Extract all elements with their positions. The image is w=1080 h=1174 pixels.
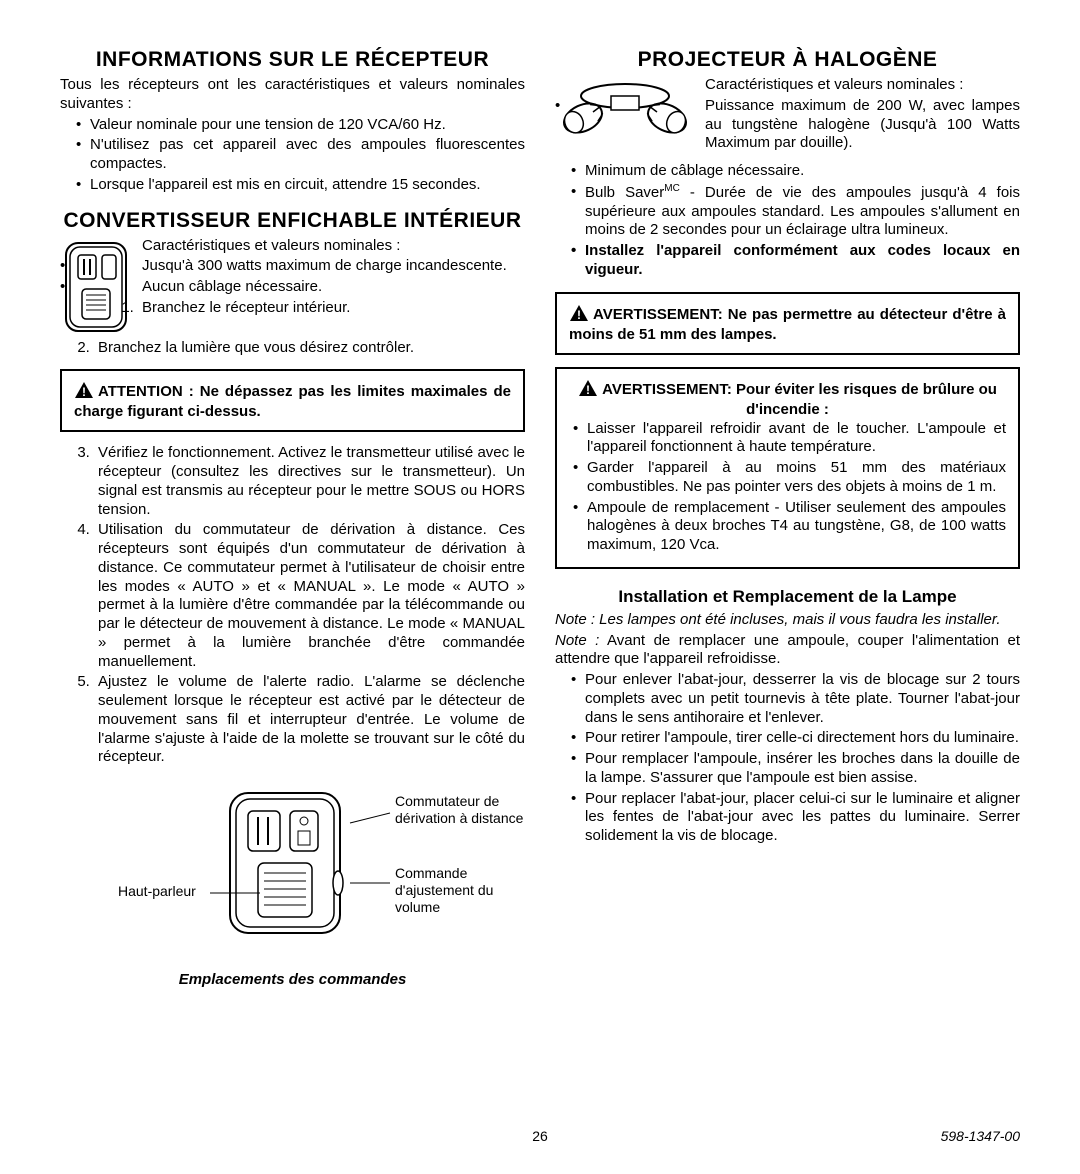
list-item: Branchez le récepteur intérieur. [80,299,525,318]
halogen-bullets: Minimum de câblage nécessaire. Bulb Save… [555,162,1020,280]
svg-text:!: ! [82,385,86,399]
note-2-text: Avant de remplacer une ampoule, couper l… [555,632,1020,668]
warning-label-2: AVERTISSEMENT: Pour éviter les risques d… [602,381,997,418]
page-footer: 26 598-1347-00 [60,1128,1020,1144]
install-bullets: Pour enlever l'abat-jour, desserrer la v… [555,671,1020,846]
list-item: Bulb SaverMC - Durée de vie des ampoules… [571,183,1020,240]
mc-superscript: MC [664,183,680,194]
two-column-layout: INFORMATIONS SUR LE RÉCEPTEUR Tous les r… [60,48,1020,988]
svg-text:!: ! [577,308,581,322]
list-item: Pour remplacer l'ampoule, insérer les br… [571,750,1020,788]
intro-text: Tous les récepteurs ont les caractéristi… [60,76,525,114]
diagram-label-volume: Commande d'ajustement du volume [395,865,525,915]
halogen-bullets-top: Puissance maximum de 200 W, avec lampes … [555,97,1020,153]
list-item: Jusqu'à 300 watts maximum de charge inca… [60,257,525,276]
converter-steps-1: Branchez le récepteur intérieur. [60,299,525,318]
heading-converter: CONVERTISSEUR ENFICHABLE INTÉRIEUR [60,209,525,233]
warning-icon: ! [569,304,589,326]
list-item: Minimum de câblage nécessaire. [571,162,1020,181]
list-item: Pour retirer l'ampoule, tirer celle-ci d… [571,729,1020,748]
list-item: Installez l'appareil conformément aux co… [571,242,1020,280]
page-number: 26 [380,1128,700,1144]
attention-box: ! ATTENTION : Ne dépassez pas les limite… [60,369,525,432]
note-2: Note : Avant de remplacer une ampoule, c… [555,632,1020,670]
warning-box-1: ! AVERTISSEMENT: Ne pas permettre au dét… [555,292,1020,355]
converter-steps-2: Branchez la lumière que vous désirez con… [60,339,525,358]
list-item: Puissance maximum de 200 W, avec lampes … [555,97,1020,153]
note-1-text: Note : Les lampes ont été incluses, mais… [555,611,1001,628]
list-item: Aucun câblage nécessaire. [60,278,525,297]
list-item: Pour enlever l'abat-jour, desserrer la v… [571,671,1020,727]
right-column: PROJECTEUR À HALOGÈNE [555,48,1020,988]
attention-label: ATTENTION : Ne dépassez pas les limites … [74,383,511,420]
diagram-label-speaker: Haut-parleur [118,883,196,900]
list-item: Lorsque l'appareil est mis en circuit, a… [76,176,525,195]
list-item: Ajustez le volume de l'alerte radio. L'a… [94,673,525,767]
warning-title-2: ! AVERTISSEMENT: Pour éviter les risques… [569,379,1006,418]
warning-label-1: AVERTISSEMENT: Ne pas permettre au détec… [569,306,1006,343]
list-item: Valeur nominale pour une tension de 120 … [76,116,525,135]
receiver-bullets: Valeur nominale pour une tension de 120 … [60,116,525,195]
list-item: Ampoule de remplacement - Utiliser seule… [573,499,1006,555]
bulb-saver-name: Bulb Saver [585,184,664,201]
list-item: Pour replacer l'abat-jour, placer celui-… [571,790,1020,846]
note-1: Note : Les lampes ont été incluses, mais… [555,611,1020,630]
converter-block: Caractéristiques et valeurs nominales : … [60,237,525,337]
warning-icon: ! [578,379,598,401]
converter-steps-3: Vérifiez le fonctionnement. Activez le t… [60,444,525,767]
left-column: INFORMATIONS SUR LE RÉCEPTEUR Tous les r… [60,48,525,988]
document-page: INFORMATIONS SUR LE RÉCEPTEUR Tous les r… [0,0,1080,1174]
warning-box-2: ! AVERTISSEMENT: Pour éviter les risques… [555,367,1020,569]
heading-install-lamp: Installation et Remplacement de la Lampe [555,587,1020,607]
doc-number: 598-1347-00 [700,1128,1020,1144]
heading-receiver-info: INFORMATIONS SUR LE RÉCEPTEUR [60,48,525,72]
diagram-caption: Emplacements des commandes [60,971,525,988]
warning-icon: ! [74,381,94,403]
list-item: Laisser l'appareil refroidir avant de le… [573,420,1006,458]
attention-text: ! ATTENTION : Ne dépassez pas les limite… [74,381,511,420]
list-item: Branchez la lumière que vous désirez con… [94,339,525,358]
controls-diagram: Haut-parleur Commutateur de dérivation à… [60,783,525,963]
heading-halogen: PROJECTEUR À HALOGÈNE [555,48,1020,72]
diagram-label-switch: Commutateur de dérivation à distance [395,793,545,827]
list-item: Vérifiez le fonctionnement. Activez le t… [94,444,525,519]
halogen-intro: Caractéristiques et valeurs nominales : … [555,76,1020,160]
list-item: Garder l'appareil à au moins 51 mm des m… [573,459,1006,497]
warning-2-items: Laisser l'appareil refroidir avant de le… [569,420,1006,555]
svg-text:!: ! [586,383,590,397]
list-item: N'utilisez pas cet appareil avec des amp… [76,136,525,174]
note-2-prefix: Note : [555,632,599,649]
list-item: Utilisation du commutateur de dérivation… [94,521,525,671]
warning-text-1: ! AVERTISSEMENT: Ne pas permettre au dét… [569,304,1006,343]
